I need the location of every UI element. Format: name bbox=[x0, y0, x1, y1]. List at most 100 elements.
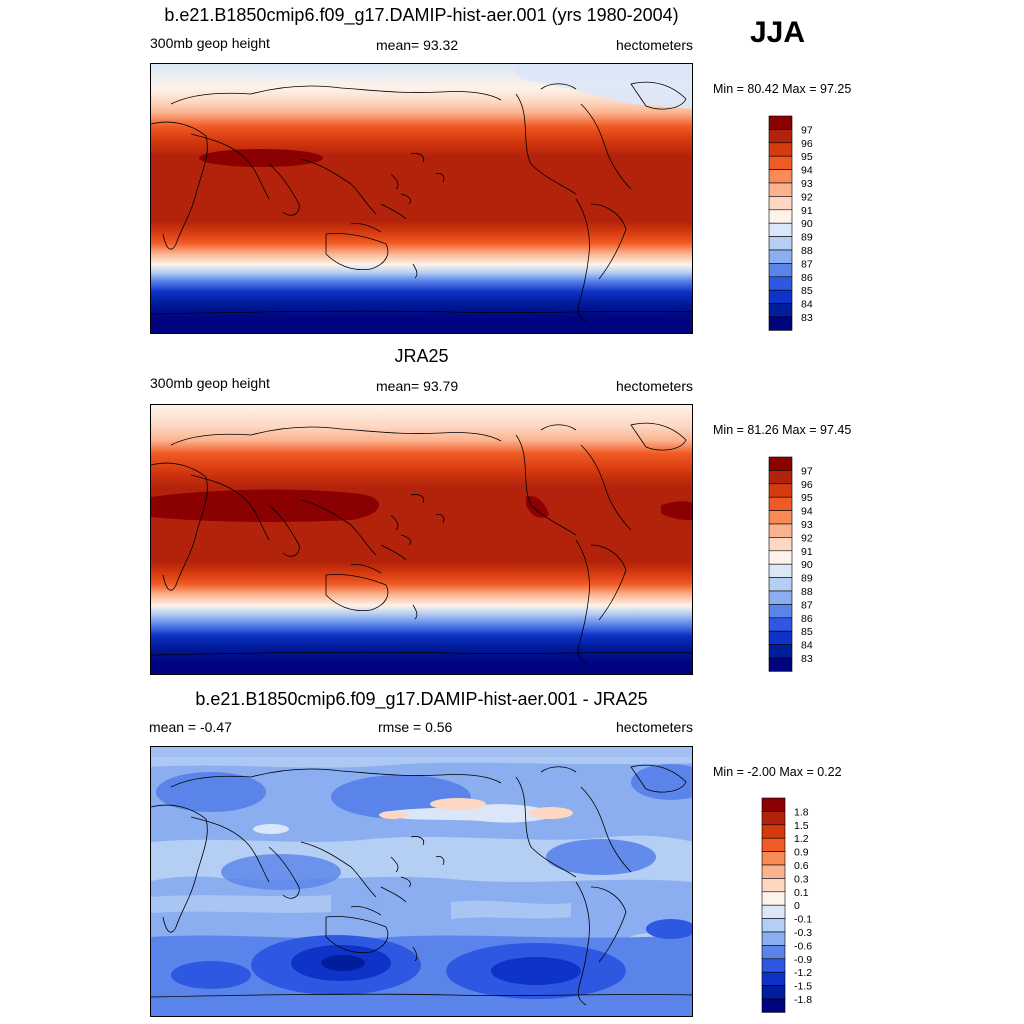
colorbar-tick-label: 86 bbox=[801, 613, 813, 625]
colorbar-tick-label: 84 bbox=[801, 640, 813, 652]
colorbar-tick-label: -0.6 bbox=[794, 940, 812, 952]
colorbar-swatch bbox=[761, 864, 786, 879]
colorbar-tick-label: 97 bbox=[801, 124, 813, 136]
colorbar-tick-label: 94 bbox=[801, 506, 813, 518]
colorbar-tick-label: 87 bbox=[801, 599, 813, 611]
colorbar-tick-label: 94 bbox=[801, 165, 813, 177]
colorbar-tick-label: -1.8 bbox=[794, 994, 812, 1006]
colorbar-swatch bbox=[768, 470, 793, 485]
colorbar-tick-label: -1.5 bbox=[794, 981, 812, 993]
colorbar-swatch bbox=[768, 617, 793, 632]
panel-3-map-svg bbox=[151, 747, 692, 1016]
colorbar-swatch bbox=[768, 550, 793, 565]
colorbar-swatch bbox=[761, 797, 786, 812]
panel-2-mean: mean= 93.79 bbox=[376, 378, 459, 394]
colorbar-tick-label: 0.1 bbox=[794, 887, 809, 899]
colorbar-swatch bbox=[768, 604, 793, 619]
colorbar-swatch bbox=[768, 630, 793, 645]
colorbar-swatch bbox=[768, 182, 793, 197]
colorbar-swatch bbox=[761, 837, 786, 852]
colorbar-tick-label: 0 bbox=[794, 900, 800, 912]
panel-2-map bbox=[150, 404, 693, 675]
colorbar-swatch bbox=[768, 483, 793, 498]
colorbar-swatch bbox=[768, 249, 793, 264]
colorbar-tick-label: 95 bbox=[801, 492, 813, 504]
colorbar-swatch bbox=[768, 276, 793, 291]
panel-2-colorbar: 97 96 95 94 93 92 91 90 89 88 87 86 85 84 83 bbox=[768, 456, 829, 676]
colorbar-tick-label: 91 bbox=[801, 205, 813, 217]
colorbar-swatch bbox=[768, 644, 793, 659]
colorbar-swatch bbox=[761, 851, 786, 866]
panel-3-colorbar-svg: 1.81.51.20.90.60.30.10-0.1-0.3-0.6-0.9-1… bbox=[761, 797, 812, 1013]
panel-2-title: JRA25 bbox=[394, 346, 449, 366]
colorbar-swatch bbox=[768, 196, 793, 211]
colorbar-tick-label: 0.6 bbox=[794, 860, 809, 872]
colorbar-tick-label: 93 bbox=[801, 178, 813, 190]
colorbar-tick-label: 92 bbox=[801, 191, 813, 203]
colorbar-tick-label: 83 bbox=[801, 653, 813, 665]
colorbar-tick-label: 96 bbox=[801, 479, 813, 491]
colorbar-tick-label: 91 bbox=[801, 546, 813, 558]
colorbar-swatch bbox=[768, 496, 793, 511]
colorbar-swatch bbox=[768, 263, 793, 278]
colorbar-swatch bbox=[761, 945, 786, 960]
panel-3-map bbox=[150, 746, 693, 1017]
colorbar-tick-label: -0.1 bbox=[794, 914, 812, 926]
colorbar-swatch bbox=[761, 971, 786, 986]
panel-2-field-label: 300mb geop height bbox=[150, 375, 270, 391]
colorbar-swatch bbox=[768, 289, 793, 304]
panel-3-title: b.e21.B1850cmip6.f09_g17.DAMIP-hist-aer.… bbox=[195, 689, 648, 709]
colorbar-swatch bbox=[768, 236, 793, 251]
colorbar-swatch bbox=[768, 316, 793, 331]
panel-1-field-label: 300mb geop height bbox=[150, 35, 270, 51]
colorbar-tick-label: 87 bbox=[801, 258, 813, 270]
panel-3-rmse: rmse = 0.56 bbox=[378, 719, 453, 735]
colorbar-tick-label: 92 bbox=[801, 532, 813, 544]
colorbar-swatch bbox=[768, 563, 793, 578]
colorbar-tick-label: -0.3 bbox=[794, 927, 812, 939]
colorbar-tick-label: 95 bbox=[801, 151, 813, 163]
colorbar-tick-label: 88 bbox=[801, 245, 813, 257]
panel-2-minmax: Min = 81.26 Max = 97.45 bbox=[713, 423, 852, 437]
panel-2-units: hectometers bbox=[615, 378, 693, 394]
colorbar-swatch bbox=[761, 824, 786, 839]
panel-3-colorbar: 1.8 1.5 1.2 0.9 0.6 0.3 0.1 0 -0.1 -0.3 -0.6 -0.9 -1… bbox=[761, 797, 822, 1017]
colorbar-tick-label: 85 bbox=[801, 626, 813, 638]
colorbar-swatch bbox=[761, 958, 786, 973]
colorbar-tick-label: 90 bbox=[801, 559, 813, 571]
colorbar-tick-label: 89 bbox=[801, 232, 813, 244]
colorbar-swatch bbox=[761, 904, 786, 919]
colorbar-swatch bbox=[768, 115, 793, 130]
colorbar-swatch bbox=[768, 129, 793, 144]
panel-1-mean: mean= 93.32 bbox=[376, 37, 459, 53]
colorbar-tick-label: 96 bbox=[801, 138, 813, 150]
colorbar-swatch bbox=[768, 523, 793, 538]
colorbar-tick-label: 84 bbox=[801, 299, 813, 311]
colorbar-tick-label: 88 bbox=[801, 586, 813, 598]
colorbar-tick-label: 1.8 bbox=[794, 806, 809, 818]
panel-3-units: hectometers bbox=[615, 719, 693, 735]
colorbar-swatch bbox=[761, 931, 786, 946]
colorbar-swatch bbox=[761, 985, 786, 1000]
colorbar-tick-label: 89 bbox=[801, 573, 813, 585]
colorbar-tick-label: -1.2 bbox=[794, 967, 812, 979]
colorbar-tick-label: 83 bbox=[801, 312, 813, 324]
colorbar-swatch bbox=[768, 590, 793, 605]
colorbar-swatch bbox=[768, 456, 793, 471]
colorbar-swatch bbox=[768, 142, 793, 157]
season-label: JJA bbox=[750, 16, 806, 49]
colorbar-swatch bbox=[768, 209, 793, 224]
colorbar-swatch bbox=[761, 878, 786, 893]
colorbar-swatch bbox=[768, 577, 793, 592]
colorbar-swatch bbox=[768, 303, 793, 318]
colorbar-swatch bbox=[761, 811, 786, 826]
panel-2-map-svg bbox=[151, 405, 692, 674]
colorbar-tick-label: 1.2 bbox=[794, 833, 809, 845]
panel-1-map-svg bbox=[151, 64, 692, 333]
colorbar-swatch bbox=[768, 537, 793, 552]
colorbar-tick-label: 86 bbox=[801, 272, 813, 284]
colorbar-tick-label: 90 bbox=[801, 218, 813, 230]
colorbar-tick-label: -0.9 bbox=[794, 954, 812, 966]
